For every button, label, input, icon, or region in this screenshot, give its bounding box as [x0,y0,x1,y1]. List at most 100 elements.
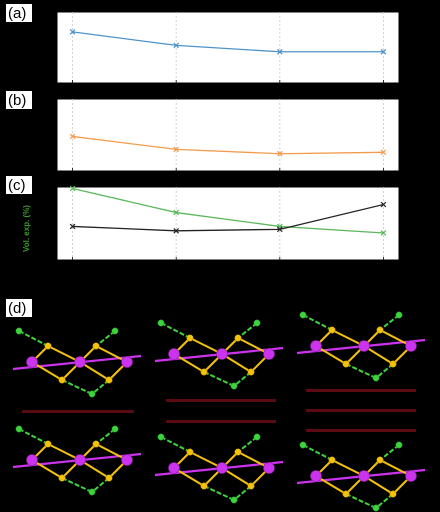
yellow-atom [200,368,208,376]
yellow-atom [389,490,397,498]
green-bond [203,371,235,387]
yellow-bond [331,329,365,347]
panel-label-a: (a) [6,4,32,22]
yellow-bond [95,345,128,363]
green-bond [345,493,377,509]
pink-atom [310,470,322,482]
interlayer-band [306,389,416,392]
data-point-marker [173,209,180,216]
green-bond [95,428,116,445]
yellow-atom [247,368,255,376]
yellow-atom [234,334,242,342]
green-atom [395,441,403,449]
yellow-atom [247,482,255,490]
yellow-atom [200,482,208,490]
yellow-bond [379,459,412,477]
green-atom [299,441,307,449]
green-bond [233,485,252,501]
green-atom [88,488,96,496]
yellow-atom [92,342,100,350]
pink-atom [168,462,180,474]
yellow-atom [376,326,384,334]
yellow-bond [331,459,365,477]
pink-atom [358,470,370,482]
data-point-marker [380,48,387,55]
yellow-atom [376,456,384,464]
yellow-bond [95,443,128,461]
yellow-atom [234,448,242,456]
yellow-bond [189,451,223,469]
pink-atom [74,454,86,466]
yellow-atom [186,448,194,456]
yellow-atom [342,360,350,368]
structure-3 [296,311,426,382]
data-point-marker [173,146,180,153]
data-point-marker [173,227,180,234]
series-line-1 [72,187,384,234]
data-point-marker [69,29,76,35]
yellow-atom [92,440,100,448]
green-bond [233,371,252,387]
pink-atom [310,340,322,352]
yellow-atom [58,474,66,482]
pink-atom [263,462,275,474]
green-bond [375,493,394,509]
yellow-atom [44,342,52,350]
interlayer-band [22,410,134,413]
yellow-atom [389,360,397,368]
plot-area [56,98,400,172]
structure-4 [12,425,142,496]
pink-atom [168,348,180,360]
green-atom [15,327,23,335]
green-bond [160,322,191,339]
green-atom [299,311,307,319]
green-atom [15,425,23,433]
panel-c-y-axis-label: Vol. exp. (%) [22,205,31,252]
line-charts [56,11,400,261]
green-atom [230,496,238,504]
yellow-bond [379,329,412,347]
pink-atom [263,348,275,360]
yellow-bond [237,337,270,355]
green-bond [237,322,258,339]
panel-label-b: (b) [6,91,32,109]
yellow-bond [315,475,347,495]
structure-1 [12,327,142,398]
green-atom [157,319,165,327]
data-point-marker [380,149,387,156]
yellow-bond [189,337,223,355]
structure-6 [296,441,426,512]
data-point-marker [380,230,387,236]
pink-atom [26,356,38,368]
pink-atom [405,340,417,352]
chart-panel-2 [56,98,400,172]
series-line-1 [72,135,384,155]
structure-5 [154,433,284,504]
structure-2 [154,319,284,390]
data-point-marker [69,185,76,192]
pink-atom [74,356,86,368]
yellow-atom [105,376,113,384]
series-line-1 [72,31,384,53]
green-bond [237,436,258,453]
pink-atom [121,454,133,466]
pink-atom [216,348,228,360]
pink-atom [216,462,228,474]
green-atom [157,433,165,441]
green-atom [111,425,119,433]
green-bond [302,314,333,331]
data-point-marker [69,133,76,140]
pink-atom [358,340,370,352]
yellow-bond [173,353,205,373]
panel-label-b-text: (b) [8,92,26,109]
data-point-marker [173,42,180,49]
interlayer-band [306,429,416,432]
green-bond [302,444,333,461]
interlayer-band [166,420,276,423]
pink-atom [26,454,38,466]
green-bond [379,444,400,461]
chart-panel-3 [56,185,400,261]
crystal-structures [12,311,426,512]
yellow-bond [237,451,270,469]
yellow-bond [315,345,347,365]
